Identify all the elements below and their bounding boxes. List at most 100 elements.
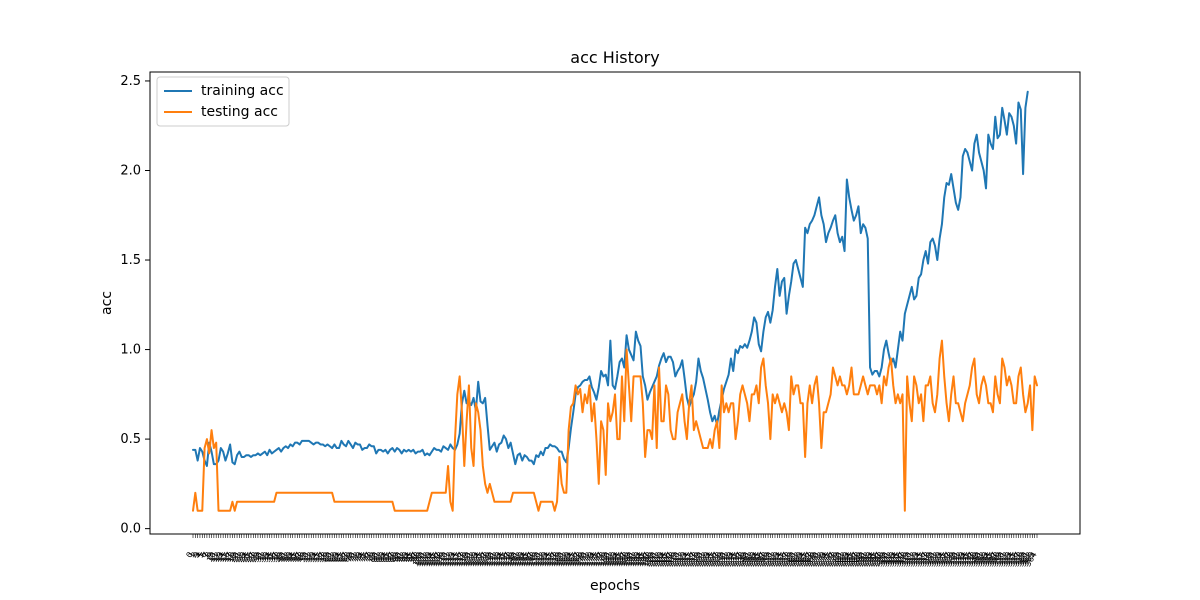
- x-tick-label: 59: [319, 551, 332, 564]
- x-tick-label: 22: [233, 551, 246, 564]
- x-tick-label: 13: [212, 551, 225, 564]
- x-tick-label: 49: [295, 551, 308, 564]
- x-tick-label: 43: [282, 551, 295, 564]
- x-tick-label: 77: [360, 551, 373, 564]
- series-line-training-acc: [192, 90, 1029, 467]
- x-tick-label: 2: [189, 551, 199, 560]
- series-layer: [192, 90, 1038, 512]
- x-tick-label: 50: [298, 551, 311, 564]
- x-tick-label: 89: [388, 551, 401, 564]
- x-tick-label: 10: [205, 551, 218, 564]
- y-tick-label: 0.0: [120, 522, 141, 537]
- x-tick-label: 95: [402, 551, 415, 564]
- x-tick-label: 60: [321, 551, 334, 564]
- x-tick-label: 23: [235, 551, 248, 564]
- x-tick-label: 11: [207, 551, 220, 564]
- y-tick-label: 1.5: [120, 253, 141, 268]
- x-tick-label: 67: [337, 551, 350, 564]
- x-tick-label: 52: [302, 551, 315, 564]
- legend: training acc testing acc: [156, 76, 290, 127]
- x-tick-label: 35: [263, 551, 276, 564]
- x-tick-label: 46: [289, 551, 302, 564]
- x-tick-label: 71: [346, 551, 359, 564]
- x-tick-label: 97: [407, 551, 420, 564]
- x-tick-label: 72: [349, 551, 362, 564]
- x-tick-label: 24: [237, 551, 250, 564]
- x-tick-label: 84: [377, 551, 390, 564]
- x-tick-label: 16: [219, 551, 232, 564]
- x-tick-label: 15: [217, 551, 230, 564]
- x-tick-label: 12: [210, 551, 223, 564]
- x-tick-label: 38: [270, 551, 283, 564]
- x-tick-label: 37: [268, 551, 281, 564]
- series-line-testing-acc: [192, 339, 1038, 512]
- x-tick-label: 57: [314, 551, 327, 564]
- x-tick-label: 34: [261, 551, 274, 564]
- x-tick-label: 28: [247, 551, 260, 564]
- legend-box: [156, 76, 290, 127]
- y-tick-label: 2.5: [120, 74, 141, 89]
- x-axis-label: epochs: [590, 578, 640, 594]
- x-tick-label: 5: [196, 551, 206, 560]
- x-tick-label: 39: [272, 551, 285, 564]
- x-tick-label: 30: [251, 551, 264, 564]
- chart-title: acc History: [570, 48, 659, 67]
- x-tick-label: 6: [198, 551, 208, 560]
- x-tick-label: 20: [228, 551, 241, 564]
- x-tick-label: 25: [240, 551, 253, 564]
- x-tick-label: 14: [214, 551, 227, 564]
- x-tick-label: 33: [258, 551, 271, 564]
- x-tick-label: 83: [374, 551, 387, 564]
- x-tick-label: 54: [307, 551, 320, 564]
- x-tick-label: 88: [386, 551, 399, 564]
- x-tick-label: 86: [381, 551, 394, 564]
- x-tick-label: 58: [316, 551, 329, 564]
- x-tick-label: 19: [226, 551, 239, 564]
- x-tick-label: 55: [309, 551, 322, 564]
- x-tick-label: 69: [342, 551, 355, 564]
- x-tick-label: 0: [184, 551, 194, 560]
- x-tick-label: 93: [397, 551, 410, 564]
- x-tick-label: 40: [275, 551, 288, 564]
- x-tick-label: 44: [284, 551, 297, 564]
- y-tick-label: 2.0: [120, 163, 141, 178]
- x-tick-label: 78: [363, 551, 376, 564]
- x-tick-label: 90: [391, 551, 404, 564]
- x-tick-label: 66: [335, 551, 348, 564]
- x-tick-label: 18: [224, 551, 237, 564]
- x-tick-label: 47: [291, 551, 304, 564]
- x-tick-label: 92: [395, 551, 408, 564]
- y-tick-label: 1.0: [120, 343, 141, 358]
- x-tick-label: 73: [351, 551, 364, 564]
- x-tick-label: 51: [300, 551, 313, 564]
- x-tick-label: 9: [205, 551, 215, 560]
- y-axis: 0.0 0.5 1.0 1.5 2.0 2.5: [120, 74, 150, 537]
- x-tick-label: 85: [379, 551, 392, 564]
- x-tick-label: 29: [249, 551, 262, 564]
- x-tick-label: 91: [393, 551, 406, 564]
- x-tick-label: 62: [326, 551, 339, 564]
- x-tick-label: 68: [340, 551, 353, 564]
- x-tick-label: 26: [242, 551, 255, 564]
- x-tick-label: 21: [231, 551, 244, 564]
- x-tick-label: 87: [384, 551, 397, 564]
- x-tick-label: 82: [372, 551, 385, 564]
- x-tick-label: 8: [203, 551, 213, 560]
- x-tick-label: 81: [370, 551, 383, 564]
- x-tick-label: 48: [293, 551, 306, 564]
- x-tick-label: 94: [400, 551, 413, 564]
- x-tick-label: 7: [201, 551, 211, 560]
- x-tick-label: 64: [330, 551, 343, 564]
- x-tick-label: 41: [277, 551, 290, 564]
- x-tick-label: 53: [305, 551, 318, 564]
- x-tick-label: 61: [323, 551, 336, 564]
- x-tick-label: 98: [409, 551, 422, 564]
- x-tick-label: 4: [194, 551, 204, 560]
- x-tick-label: 75: [356, 551, 369, 564]
- x-tick-label: 65: [333, 551, 346, 564]
- x-tick-label: 96: [404, 551, 417, 564]
- legend-label-testing-acc: testing acc: [201, 104, 278, 120]
- y-axis-label: acc: [99, 291, 115, 315]
- y-tick-label: 0.5: [120, 432, 141, 447]
